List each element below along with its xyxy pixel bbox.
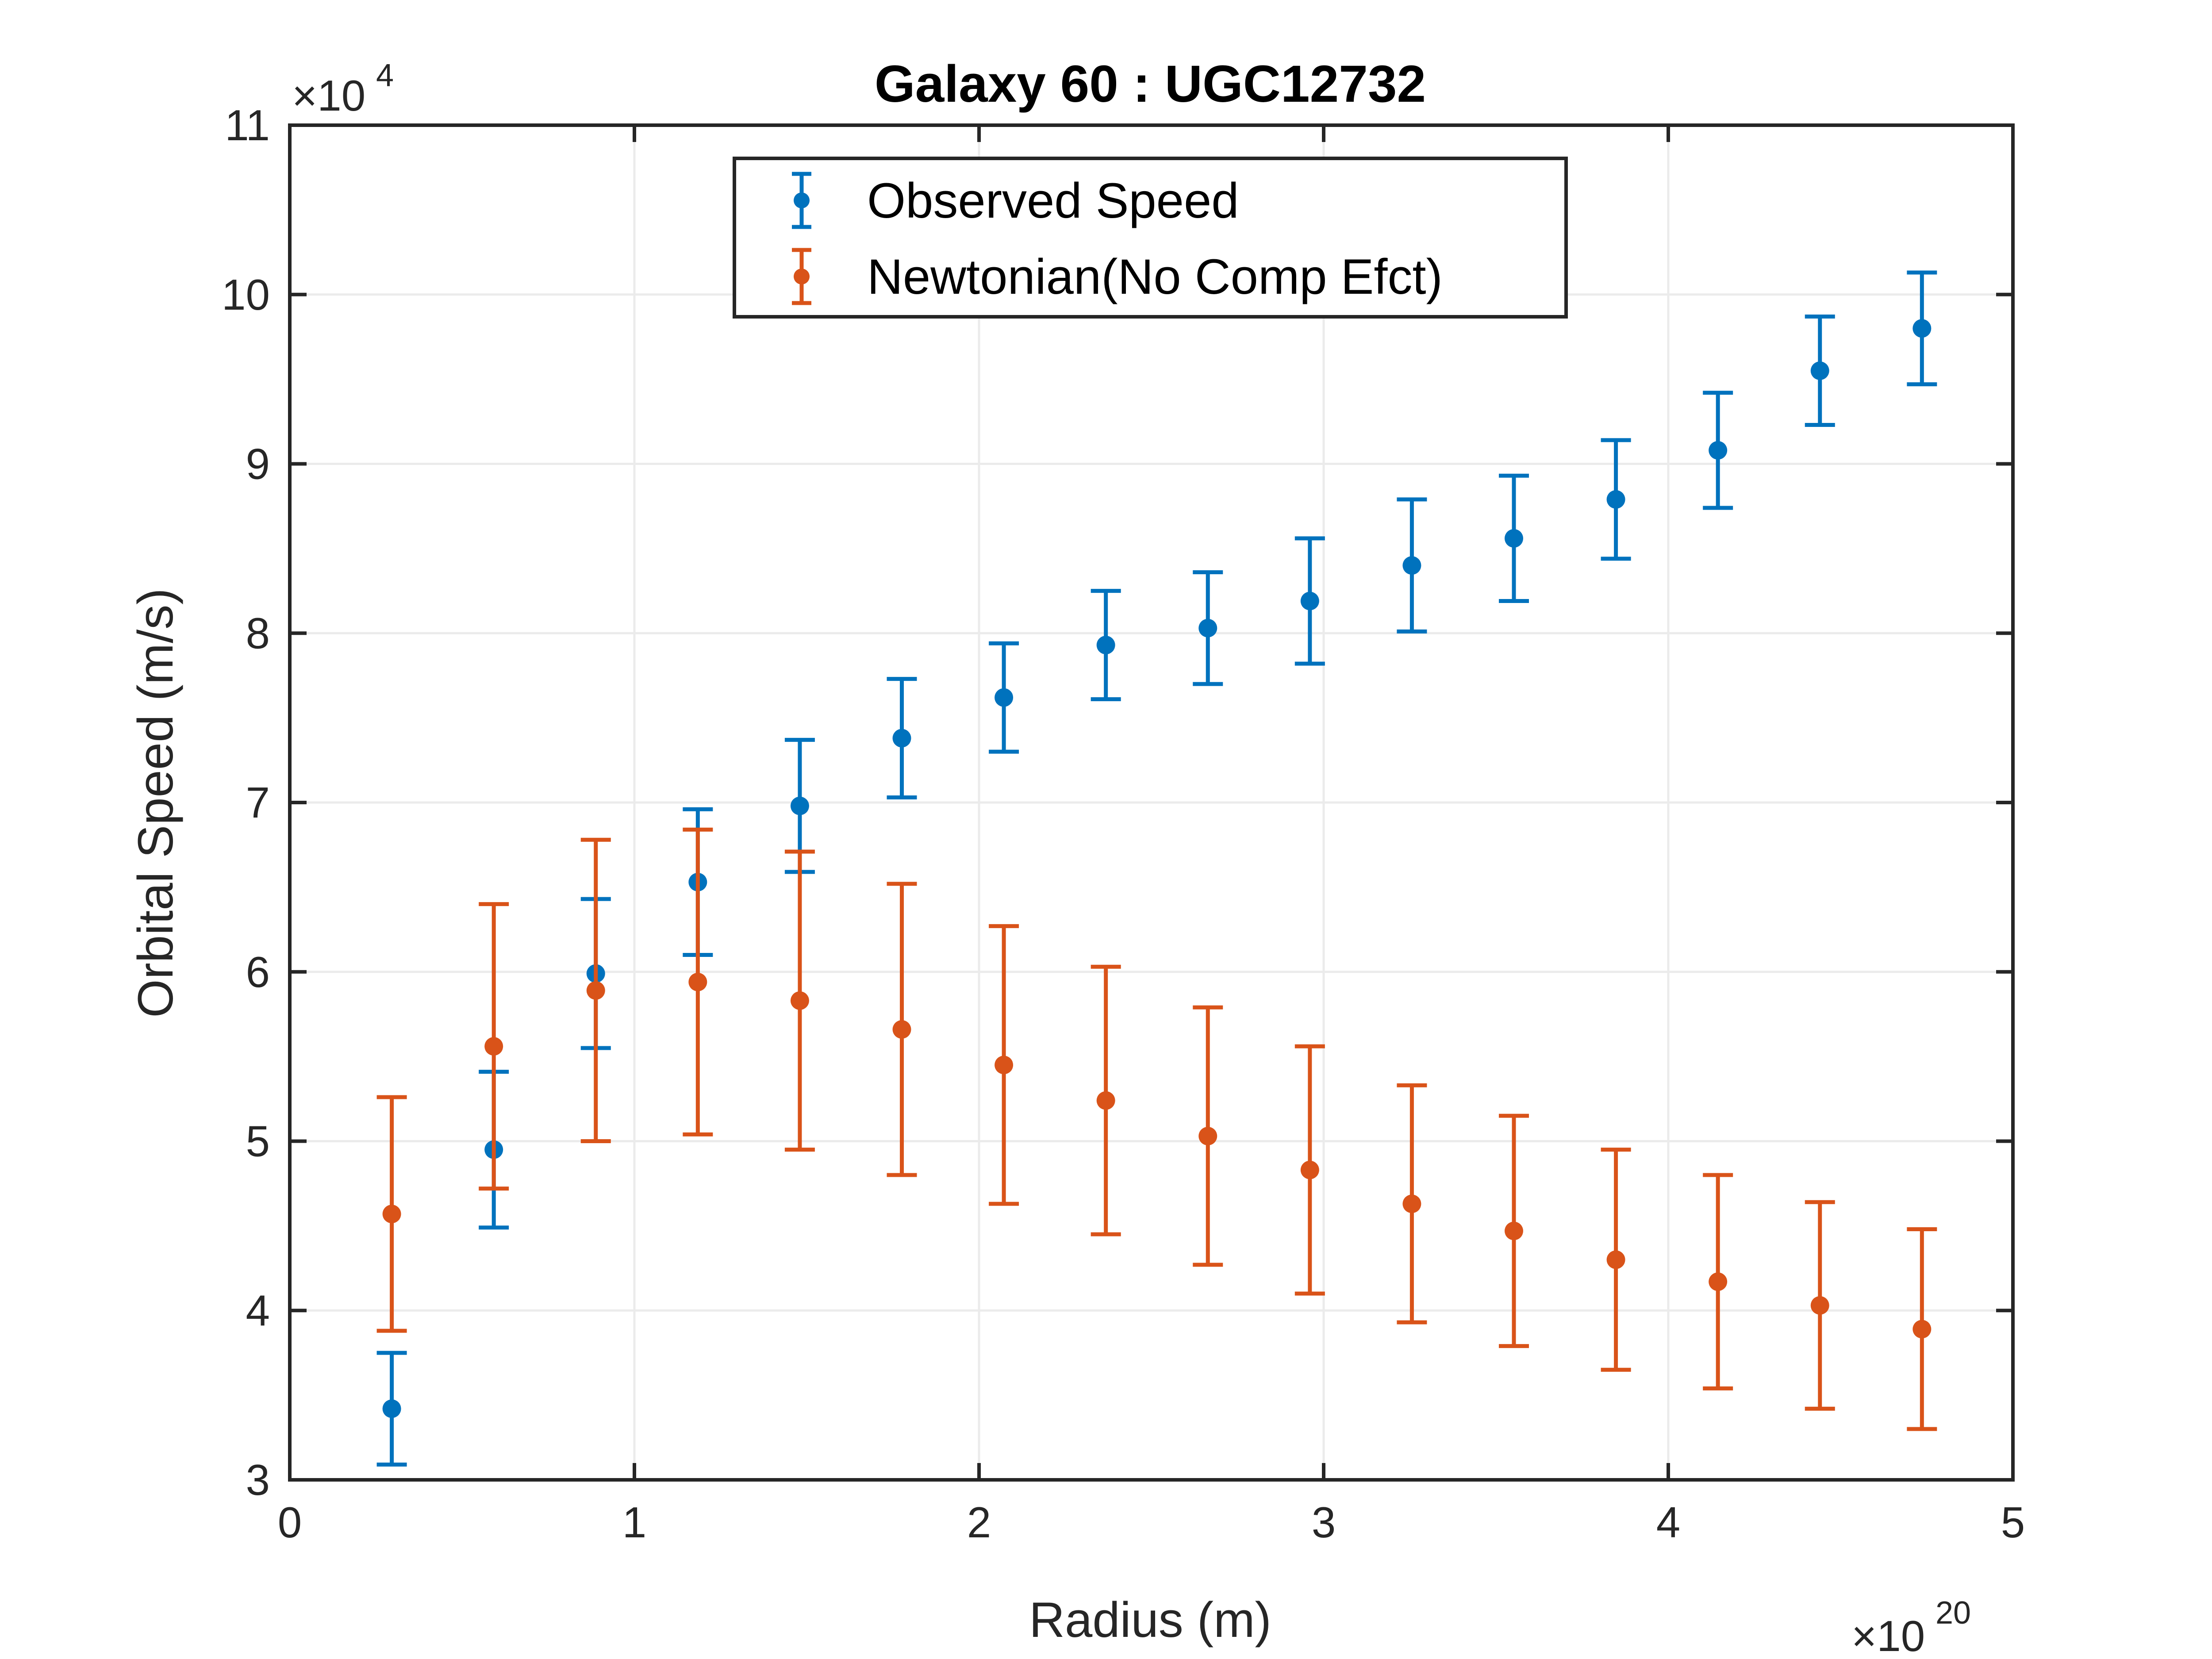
data-point: [790, 796, 809, 815]
data-point: [1198, 618, 1217, 637]
y-tick-label: 10: [222, 270, 270, 319]
chart-title: Galaxy 60 : UGC12732: [875, 55, 1426, 113]
y-tick-label: 8: [246, 609, 270, 657]
y-axis-label: Orbital Speed (m/s): [128, 588, 183, 1018]
data-point: [1096, 636, 1115, 655]
data-point: [1709, 441, 1728, 460]
data-point: [586, 981, 605, 1000]
data-point: [1606, 1250, 1625, 1269]
data-point: [1300, 1160, 1319, 1179]
series-1: [376, 827, 1937, 1431]
y-tick-label: 3: [246, 1455, 270, 1504]
x-tick-label: 2: [967, 1498, 991, 1547]
x-axis-label: Radius (m): [1029, 1592, 1271, 1647]
data-point: [1606, 490, 1625, 509]
legend-label-observed: Observed Speed: [867, 173, 1239, 228]
data-point: [1505, 529, 1524, 548]
data-point: [1912, 319, 1932, 338]
data-point: [892, 1020, 911, 1039]
data-point: [892, 729, 911, 748]
legend-entry-observed: Observed Speed: [792, 172, 1239, 229]
y-tick-label: 9: [246, 440, 270, 488]
x-tick-label: 0: [278, 1498, 302, 1547]
data-series: [376, 270, 1937, 1467]
y-tick-label: 6: [246, 948, 270, 996]
legend-label-newtonian: Newtonian(No Comp Efct): [867, 249, 1443, 304]
x-tick-label: 3: [1312, 1498, 1336, 1547]
y-multiplier-exponent: 4: [376, 58, 394, 93]
x-tick-label: 5: [2001, 1498, 2025, 1547]
legend: Observed Speed Newtonian(No Comp Efct): [733, 157, 1568, 319]
data-point: [995, 688, 1014, 707]
data-point: [1505, 1221, 1524, 1240]
y-tick-label: 4: [246, 1286, 270, 1335]
y-tick-label: 5: [246, 1117, 270, 1166]
data-point: [1198, 1127, 1217, 1146]
x-axis-multiplier: ×10 20: [1851, 1595, 1971, 1659]
y-multiplier-base: ×10: [292, 71, 365, 120]
data-point: [1810, 361, 1829, 380]
y-tick-label: 11: [225, 101, 270, 150]
data-point: [1402, 1194, 1421, 1214]
data-point: [1810, 1296, 1829, 1315]
data-point: [1709, 1272, 1728, 1291]
legend-entry-newtonian: Newtonian(No Comp Efct): [792, 248, 1443, 305]
legend-marker-newtonian: [794, 269, 810, 284]
data-point: [1096, 1091, 1115, 1110]
data-point: [688, 972, 707, 991]
data-point: [382, 1205, 401, 1224]
data-point: [1912, 1320, 1932, 1339]
y-tick-label: 7: [246, 778, 270, 827]
x-multiplier-exponent: 20: [1936, 1595, 1971, 1631]
legend-marker-observed: [794, 192, 810, 208]
x-tick-label: 4: [1656, 1498, 1681, 1547]
data-point: [1402, 556, 1421, 575]
axis-ticks: [288, 123, 2015, 1482]
x-multiplier-base: ×10: [1851, 1612, 1925, 1659]
data-point: [1300, 591, 1319, 611]
tick-labels: 0 1 2 3 4 5 3 4 5 6 7 8 9 10 11: [222, 101, 2025, 1547]
data-point: [790, 991, 809, 1010]
y-axis-multiplier: ×10 4: [292, 58, 394, 120]
data-point: [484, 1037, 503, 1056]
x-tick-label: 1: [622, 1498, 647, 1547]
legend-box: [733, 157, 1568, 319]
data-point: [995, 1056, 1014, 1075]
data-point: [382, 1399, 401, 1418]
